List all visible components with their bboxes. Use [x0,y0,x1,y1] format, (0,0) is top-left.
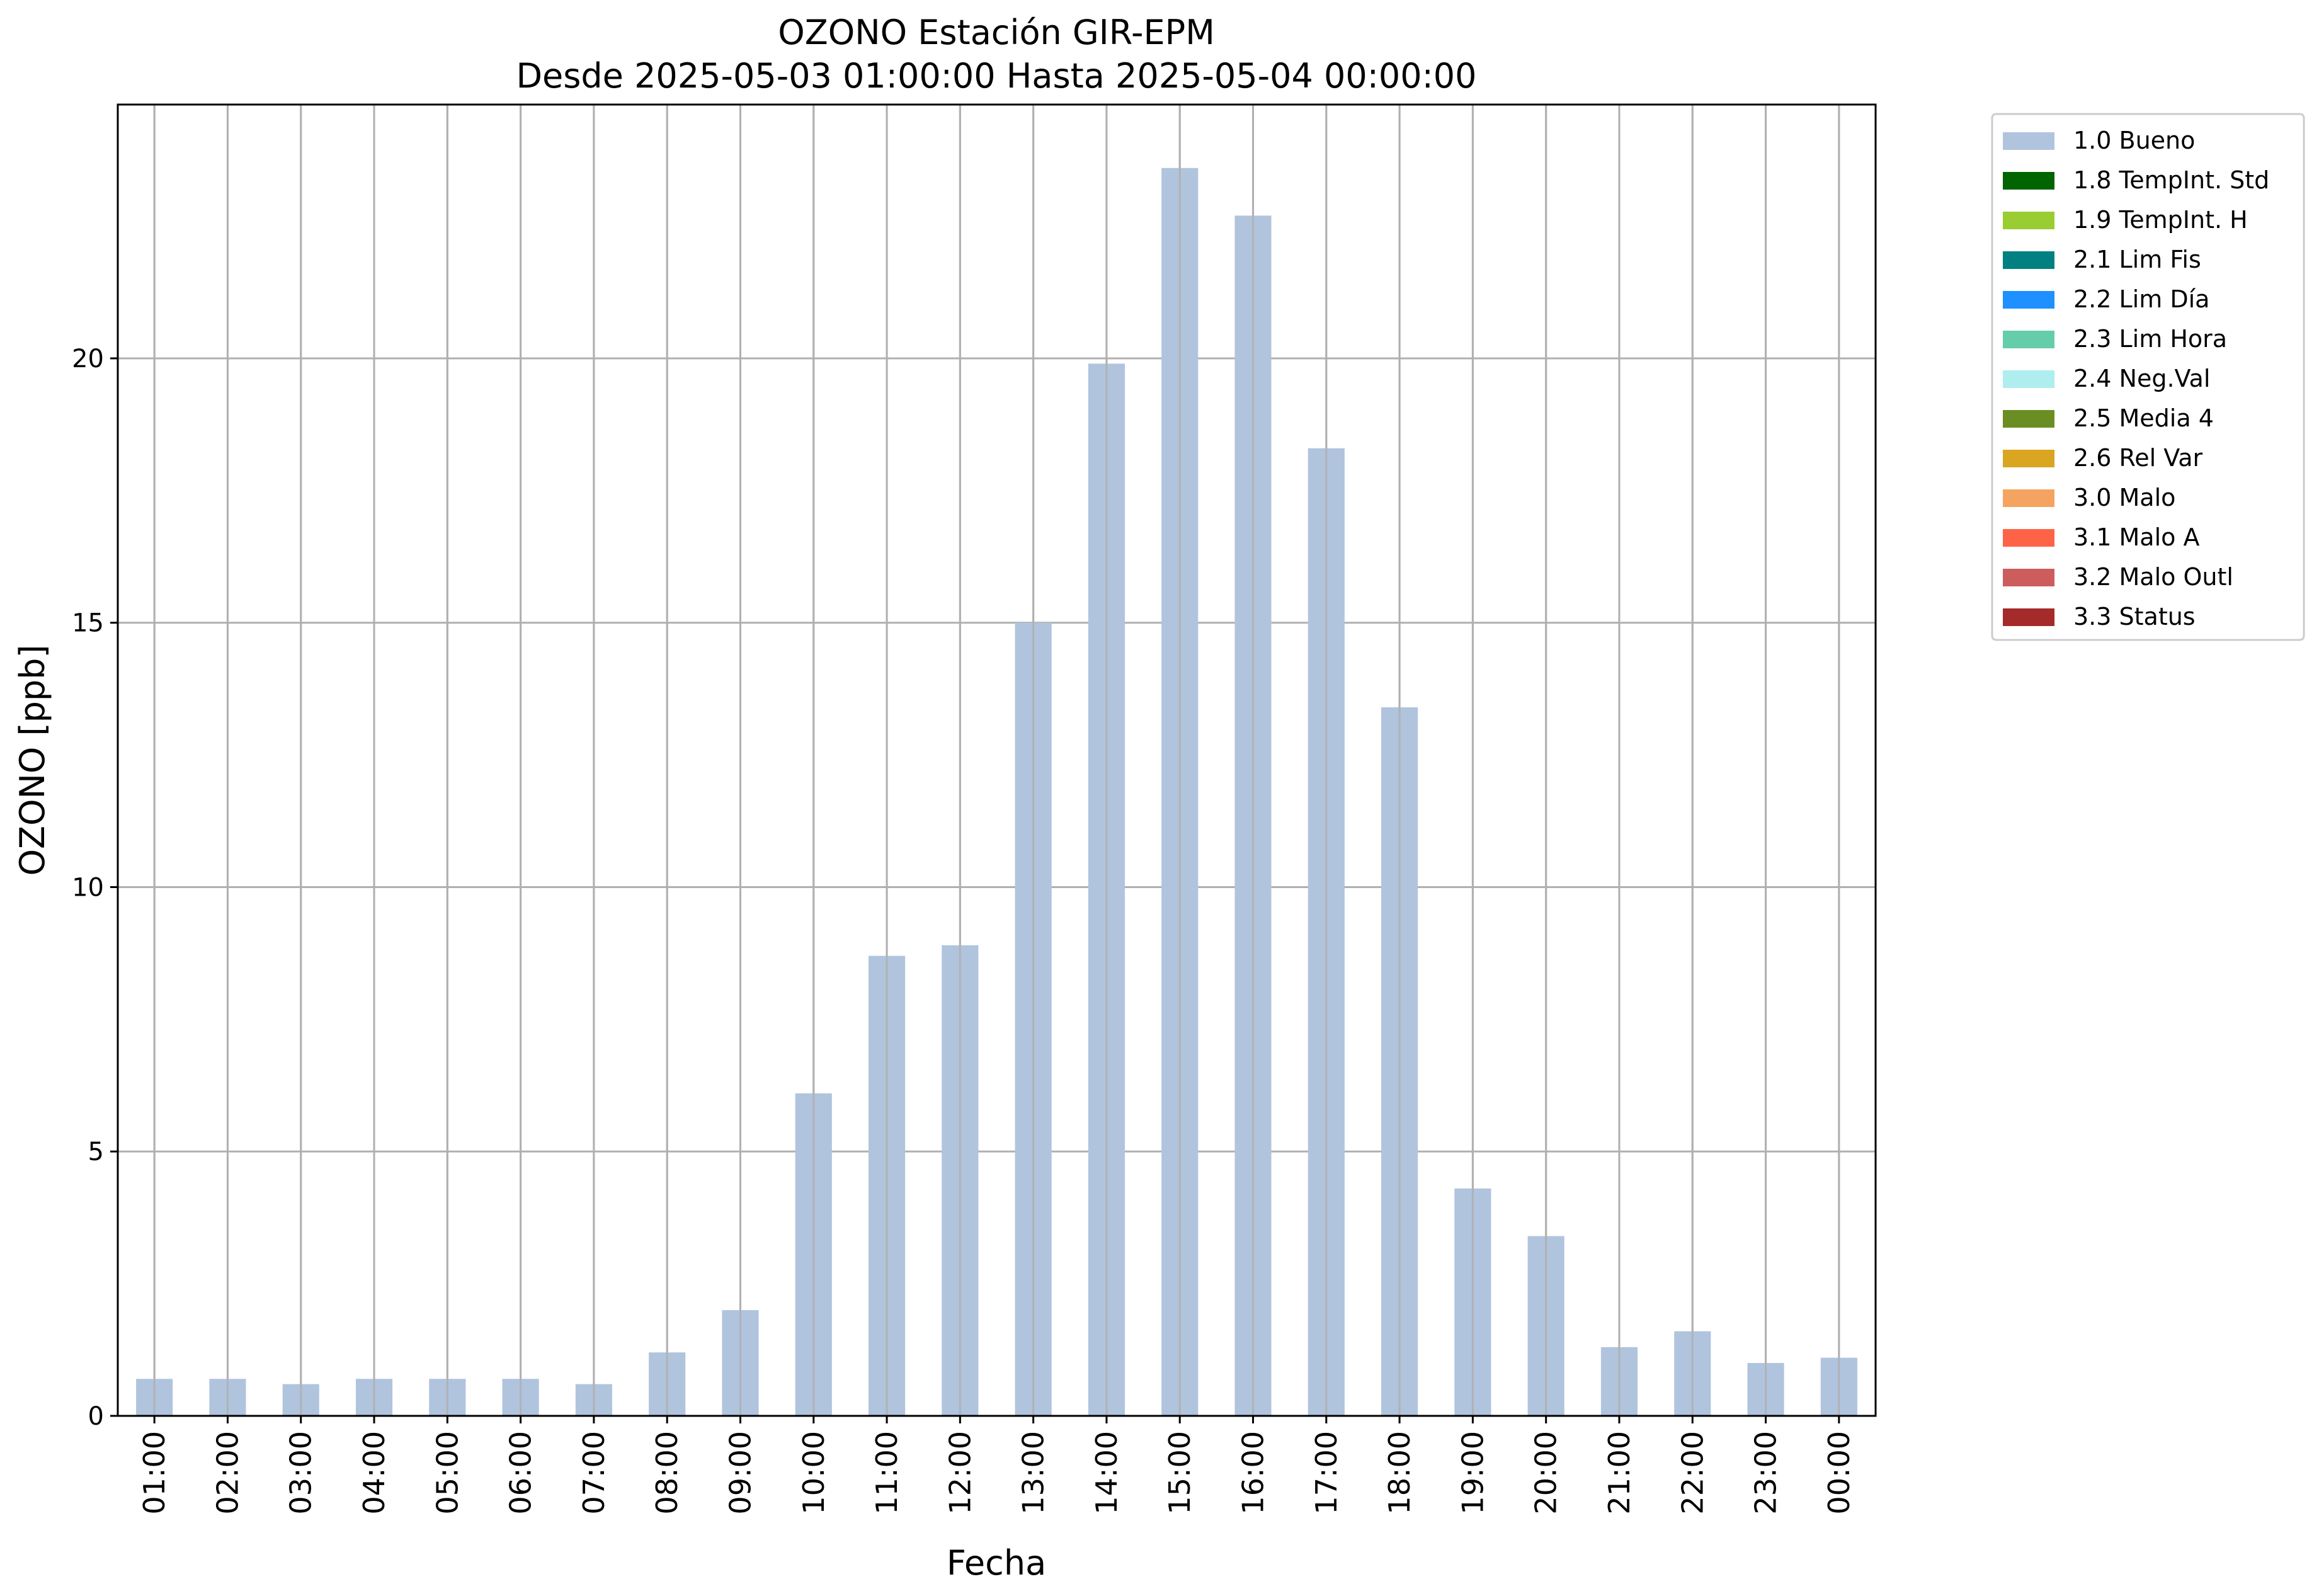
legend-swatch [2003,410,2054,428]
y-tick-label: 5 [88,1137,104,1166]
x-axis-ticks: 01:00 02:00 03:00 04:00 05:00 06:00 07:00 08:00… [137,1416,1856,1515]
legend-swatch [2003,251,2054,269]
legend-label: 1.8 TempInt. Std [2073,166,2269,194]
x-tick-label: 01:00 [137,1431,171,1515]
legend-frame [1991,113,2305,641]
legend-swatch [2003,172,2054,190]
x-tick-label: 11:00 [870,1431,904,1515]
x-tick-label: 13:00 [1017,1431,1051,1515]
chart-title: OZONO Estación GIR-EPM [778,13,1215,52]
x-tick-label: 04:00 [357,1431,391,1515]
x-tick-label: 06:00 [504,1431,538,1515]
legend-swatch [2003,212,2054,229]
x-tick-label: 09:00 [723,1431,757,1515]
legend-swatch [2003,608,2054,626]
x-tick-label: 08:00 [650,1431,684,1515]
legend-label: 1.0 Bueno [2073,127,2195,154]
legend-label: 2.2 Lim Día [2073,285,2209,313]
x-tick-label: 12:00 [943,1431,977,1515]
legend-swatch [2003,489,2054,507]
x-tick-label: 14:00 [1090,1431,1124,1515]
legend-label: 3.1 Malo A [2073,523,2199,551]
x-tick-label: 00:00 [1822,1431,1856,1515]
x-tick-label: 17:00 [1309,1431,1343,1515]
plot-frame [117,103,1877,1417]
legend-swatch [2003,569,2054,586]
y-axis-ticks: 0 5 10 15 20 [72,345,118,1431]
x-tick-label: 19:00 [1456,1431,1490,1515]
legend-label: 2.6 Rel Var [2073,444,2203,472]
x-tick-label: 02:00 [210,1431,244,1515]
legend-swatch [2003,132,2054,150]
x-tick-label: 22:00 [1675,1431,1709,1515]
x-tick-label: 05:00 [430,1431,464,1515]
legend-swatch [2003,291,2054,309]
legend-swatch [2003,331,2054,348]
x-tick-label: 10:00 [797,1431,831,1515]
legend: 1.0 Bueno 1.8 TempInt. Std 1.9 TempInt. H 2… [1991,113,2305,641]
legend-label: 3.2 Malo Outl [2073,563,2233,591]
legend-swatch [2003,370,2054,388]
grid-lines [118,105,1876,1417]
y-tick-label: 0 [88,1402,104,1431]
x-tick-label: 21:00 [1602,1431,1636,1515]
bars [136,105,1857,1416]
legend-label: 2.5 Media 4 [2073,404,2214,432]
legend-label: 2.3 Lim Hora [2073,325,2227,353]
legend-label: 1.9 TempInt. H [2073,206,2248,234]
y-tick-label: 15 [72,609,104,638]
x-tick-label: 20:00 [1529,1431,1563,1515]
x-tick-label: 18:00 [1382,1431,1416,1515]
y-axis-label: OZONO [ppb] [13,644,52,875]
y-tick-label: 20 [72,345,104,373]
legend-label: 3.3 Status [2073,603,2196,630]
chart-subtitle: Desde 2025-05-03 01:00:00 Hasta 2025-05-… [516,56,1476,96]
x-tick-label: 15:00 [1163,1431,1197,1515]
legend-label: 2.1 Lim Fis [2073,246,2201,273]
x-tick-label: 23:00 [1749,1431,1783,1515]
legend-swatch [2003,529,2054,547]
x-axis-label: Fecha [947,1543,1046,1583]
x-tick-label: 16:00 [1236,1431,1270,1515]
y-tick-label: 10 [72,873,104,902]
x-tick-label: 03:00 [284,1431,318,1515]
legend-label: 3.0 Malo [2073,484,2175,511]
legend-swatch [2003,450,2054,467]
legend-label: 2.4 Neg.Val [2073,365,2210,392]
x-tick-label: 07:00 [577,1431,611,1515]
